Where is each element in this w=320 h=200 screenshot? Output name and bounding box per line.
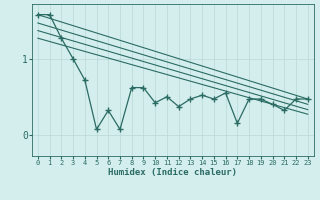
X-axis label: Humidex (Indice chaleur): Humidex (Indice chaleur) xyxy=(108,168,237,177)
